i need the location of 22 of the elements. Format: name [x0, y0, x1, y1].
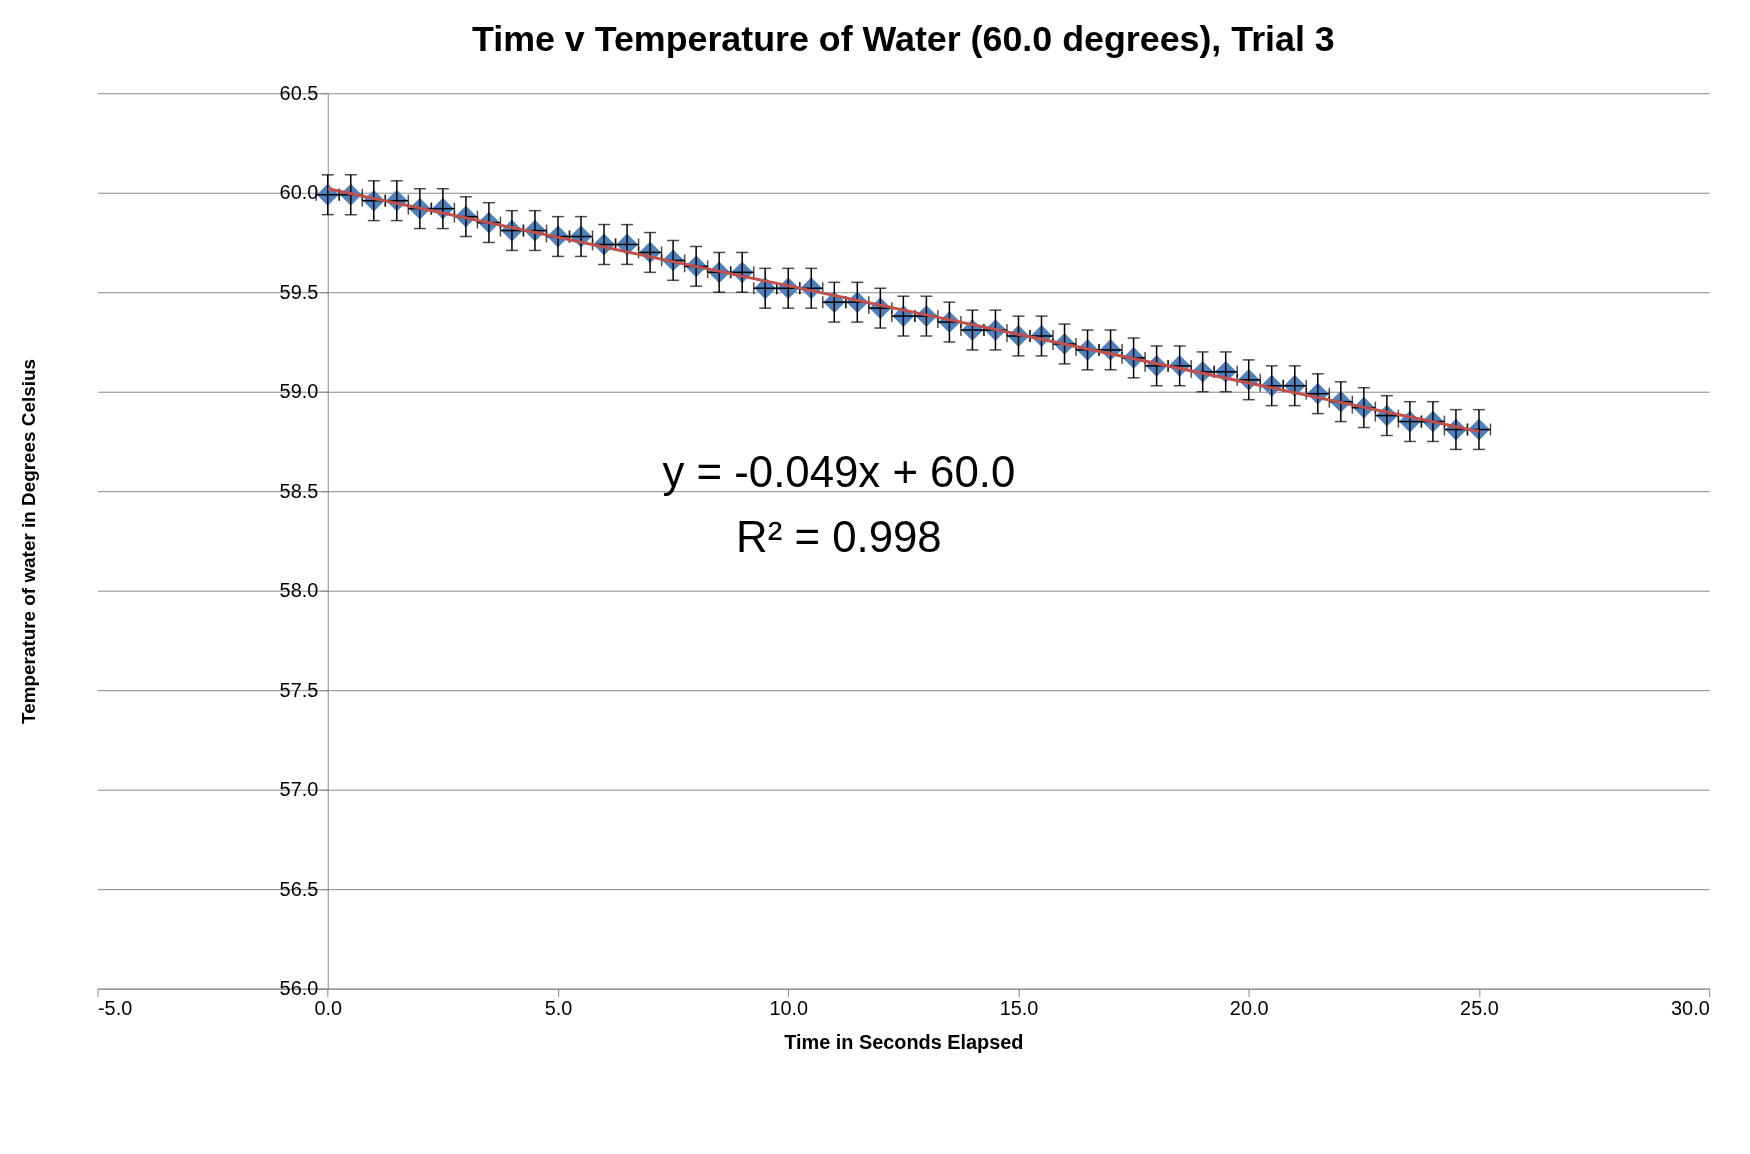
y-tick-label: 56.0 [279, 977, 319, 1000]
y-axis-title: Temperature of water in Degrees Celsius [18, 358, 40, 724]
x-axis-title: Time in Seconds Elapsed [784, 1030, 1024, 1053]
y-tick-label: 56.5 [279, 877, 319, 900]
x-tick-label: 0.0 [314, 997, 343, 1020]
y-tick-label: 59.5 [279, 280, 319, 303]
y-tick-label: 58.0 [279, 579, 319, 602]
x-tick-label: -5.0 [98, 997, 133, 1020]
y-tick-label: 60.5 [279, 81, 319, 104]
y-tick-label: 58.5 [279, 479, 319, 502]
y-tick-label: 59.0 [279, 380, 319, 403]
x-tick-label: 25.0 [1460, 997, 1499, 1020]
x-tick-label: 10.0 [769, 997, 809, 1020]
x-tick-label: 5.0 [544, 997, 573, 1020]
x-tick-label: 15.0 [999, 997, 1039, 1020]
annotation: R² = 0.998 [736, 512, 942, 562]
annotation: y = -0.049x + 60.0 [662, 446, 1016, 496]
x-tick-label: 20.0 [1229, 997, 1269, 1020]
x-tick-label: 30.0 [1671, 997, 1710, 1020]
y-tick-label: 57.0 [279, 778, 319, 801]
chart-title: Time v Temperature of Water (60.0 degrees), Trial 3 [471, 19, 1335, 60]
y-tick-label: 57.5 [279, 678, 319, 701]
